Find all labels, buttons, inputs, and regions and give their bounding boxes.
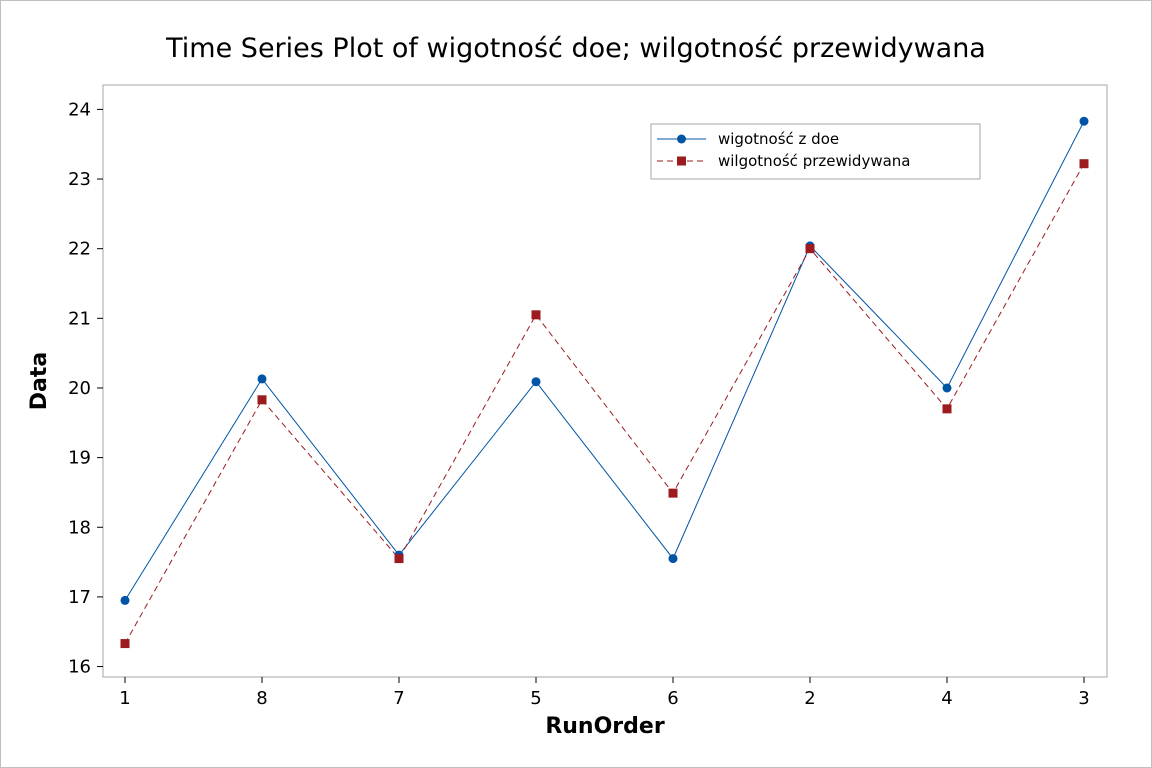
y-tick-label: 19 [68,448,91,469]
y-tick-label: 20 [68,378,91,399]
legend-box [650,123,981,180]
series-2-point [394,554,404,564]
y-tick-label: 23 [68,169,91,190]
y-tick-label: 17 [68,587,91,608]
x-tick-label: 7 [393,688,404,709]
x-tick-label: 3 [1078,688,1089,709]
y-tick-label: 21 [68,308,91,329]
legend-marker-series-1 [677,134,686,144]
legend-marker-series-2 [677,156,686,166]
plot-area [102,84,1108,678]
series-layer [120,116,1089,649]
series-2-point [1079,159,1089,169]
x-tick-label: 4 [941,688,952,709]
series-1-point [668,554,678,564]
x-tick-label: 5 [530,688,541,709]
x-axis-label: RunOrder [545,714,664,739]
series-2-point [805,244,815,254]
series-1-point [1079,116,1089,126]
x-axis: 1 8 7 5 6 2 4 3 [119,677,1090,709]
series-1-point [942,383,952,393]
series-line-2 [124,163,1085,644]
series-2-point [668,488,678,498]
legend-label-series-2: wilgotność przewidywana [718,152,910,170]
series-2-point [120,639,130,649]
y-axis: 16 17 18 19 20 21 22 23 24 [68,99,103,678]
legend-label-series-1: wigotność z doe [718,130,839,148]
x-tick-label: 2 [804,688,815,709]
y-tick-label: 22 [68,239,91,260]
chart-title: Time Series Plot of wigotność doe; wilgo… [165,33,986,64]
y-tick-label: 18 [68,517,91,538]
series-2-point [531,310,541,320]
series-line-1 [124,120,1085,601]
series-2-point [942,404,952,414]
y-axis-label: Data [27,352,52,410]
series-1-point [531,377,541,387]
x-tick-label: 6 [667,688,678,709]
y-tick-label: 16 [68,657,91,678]
x-tick-label: 8 [256,688,267,709]
series-2-point [257,395,267,405]
y-tick-label: 24 [68,99,91,120]
series-1-point [120,595,130,605]
legend: wigotność z doe wilgotność przewidywana [650,123,981,180]
x-tick-label: 1 [119,688,130,709]
series-1-point [257,374,267,384]
